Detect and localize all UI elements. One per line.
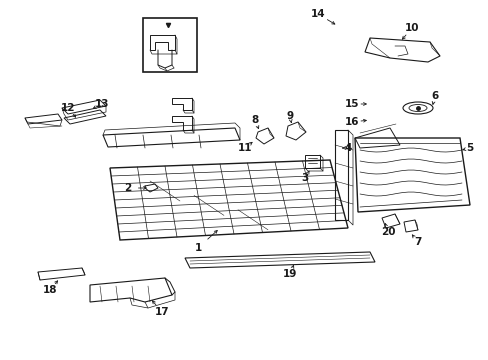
Text: 18: 18 [42,285,57,295]
Text: 17: 17 [154,307,169,317]
Text: 11: 11 [237,143,252,153]
Text: 1: 1 [194,243,201,253]
Text: 9: 9 [286,111,293,121]
Text: 7: 7 [413,237,421,247]
Text: 3: 3 [301,173,308,183]
Text: 12: 12 [61,103,75,113]
Text: 6: 6 [430,91,438,101]
Text: 20: 20 [380,227,394,237]
Text: 4: 4 [344,143,351,153]
Text: 8: 8 [251,115,258,125]
Text: 13: 13 [95,99,109,109]
Text: 15: 15 [344,99,359,109]
Text: 16: 16 [344,117,359,127]
Text: 19: 19 [282,269,297,279]
Text: 10: 10 [404,23,418,33]
Text: 14: 14 [310,9,325,19]
Text: 2: 2 [124,183,131,193]
Text: 5: 5 [466,143,473,153]
